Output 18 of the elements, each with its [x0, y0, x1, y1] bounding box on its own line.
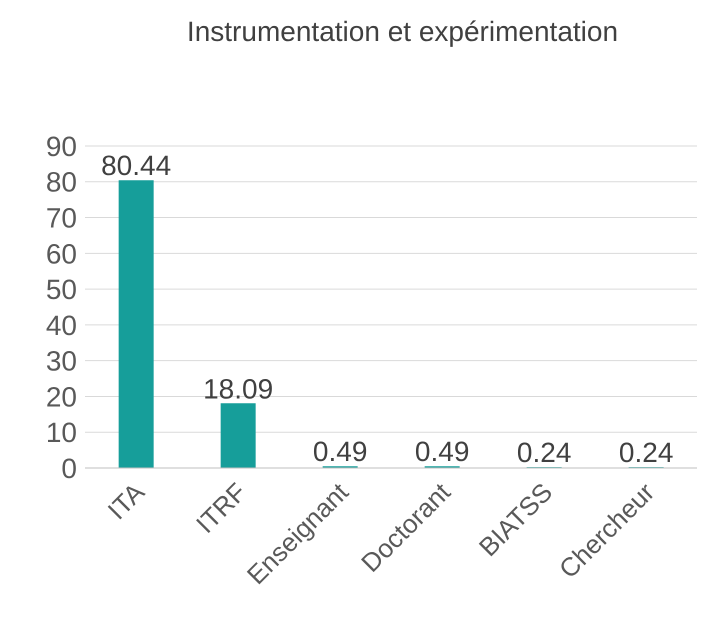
- y-tick-label: 70: [46, 202, 77, 234]
- chart-title: Instrumentation et expérimentation: [186, 16, 620, 48]
- y-tick-label: 0: [61, 452, 77, 484]
- data-label: 0.24: [618, 437, 674, 468]
- y-tick-label: 10: [46, 417, 77, 448]
- data-label: 0.24: [516, 437, 572, 468]
- x-tick-label: ITA: [102, 476, 151, 526]
- y-tick-label: 50: [46, 274, 77, 306]
- y-tick-label: 80: [46, 166, 77, 198]
- y-tick-label: 20: [46, 381, 77, 412]
- data-label: 18.09: [203, 373, 274, 404]
- data-label: 80.44: [101, 150, 172, 182]
- y-tick-label: 30: [46, 346, 77, 377]
- y-tick-label: 90: [46, 130, 77, 162]
- y-tick-label: 40: [46, 310, 77, 341]
- data-label: 0.49: [414, 436, 470, 468]
- y-tick-label: 60: [46, 238, 77, 270]
- data-label: 0.49: [312, 436, 368, 468]
